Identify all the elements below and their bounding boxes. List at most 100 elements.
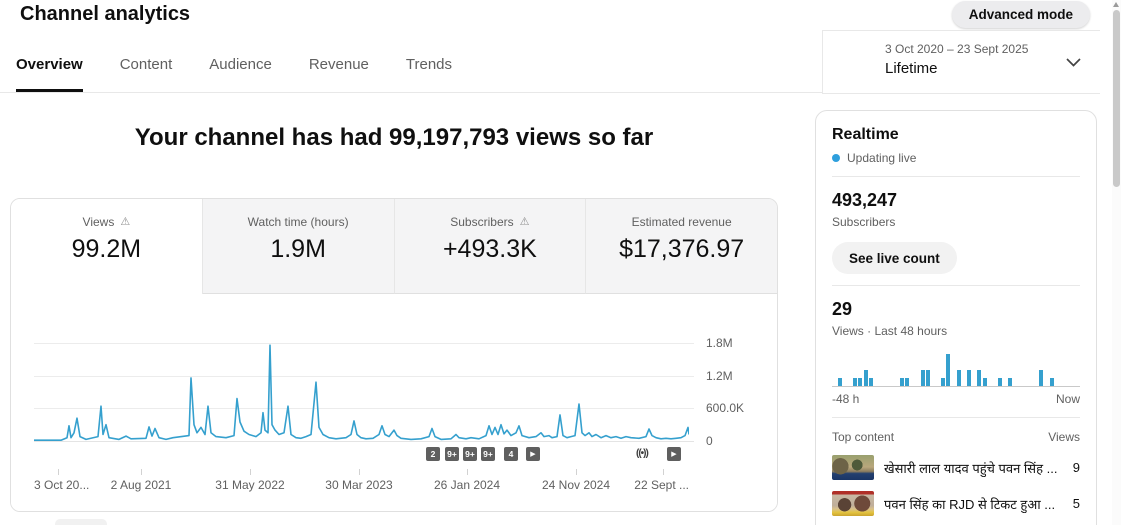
top-content-row[interactable]: पवन सिंह का RJD से टिकट हुआ ... 5: [832, 491, 1080, 516]
live-stream-marker-icon[interactable]: ((•)): [636, 448, 648, 459]
analytics-card: Views ⚠ 99.2M Watch time (hours) 1.9M Su…: [10, 198, 778, 512]
realtime-bar: [941, 378, 945, 386]
page-scrollbar[interactable]: [1112, 0, 1121, 525]
video-count-marker[interactable]: 4: [504, 447, 518, 461]
tab-bar: Overview Content Audience Revenue Trends: [0, 30, 822, 93]
live-dot-icon: [832, 154, 840, 162]
x-axis-label: 2 Aug 2021: [111, 478, 172, 492]
realtime-bar: [905, 378, 909, 386]
x-axis-tick-mark: [576, 469, 577, 475]
metric-tabs: Views ⚠ 99.2M Watch time (hours) 1.9M Su…: [11, 199, 777, 294]
video-thumbnail: [832, 491, 874, 516]
video-views: 9: [1073, 460, 1080, 475]
video-marker-play-icon[interactable]: ▶: [667, 447, 681, 461]
realtime-bar: [946, 354, 950, 386]
realtime-bar-slot: [1008, 378, 1013, 386]
tab-revenue[interactable]: Revenue: [309, 56, 369, 92]
realtime-axis-right: Now: [1056, 392, 1080, 406]
video-count-marker[interactable]: 9+: [463, 447, 477, 461]
video-count-marker[interactable]: 9+: [445, 447, 459, 461]
metric-value: +493.3K: [443, 235, 537, 264]
x-axis-label: 31 May 2022: [215, 478, 284, 492]
gridline: [34, 441, 694, 442]
realtime-bar: [900, 378, 904, 386]
metric-label: Subscribers: [450, 215, 513, 229]
date-range-picker[interactable]: 3 Oct 2020 – 23 Sept 2025 Lifetime: [822, 30, 1100, 94]
metric-value: 99.2M: [72, 235, 141, 264]
realtime-bar-slot: [925, 370, 930, 386]
video-count-marker[interactable]: 2: [426, 447, 440, 461]
realtime-bar-slot: [982, 378, 987, 386]
realtime-views-value: 29: [832, 299, 1080, 320]
realtime-bar: [864, 370, 868, 386]
y-axis-tick: 1.2M: [706, 369, 733, 383]
metric-label: Views: [83, 215, 115, 229]
top-content-header: Top content: [832, 430, 894, 444]
warning-icon[interactable]: ⚠: [120, 217, 130, 228]
video-count-marker[interactable]: 9+: [481, 447, 495, 461]
x-axis-label: 22 Sept ...: [634, 478, 689, 492]
realtime-bar: [869, 378, 873, 386]
date-preset-label: Lifetime: [885, 60, 938, 77]
see-live-count-button[interactable]: See live count: [832, 242, 957, 274]
views-line-svg: [34, 336, 689, 441]
realtime-bar: [957, 370, 961, 386]
x-axis-tick-mark: [250, 469, 251, 475]
realtime-bar: [926, 370, 930, 386]
channel-analytics-page: Channel analytics Advanced mode Overview…: [0, 0, 1121, 525]
metric-label: Estimated revenue: [632, 215, 732, 229]
scrollbar-thumb[interactable]: [1113, 10, 1120, 187]
warning-icon[interactable]: ⚠: [520, 217, 530, 228]
realtime-bar: [977, 370, 981, 386]
tab-content[interactable]: Content: [120, 56, 173, 92]
y-axis-tick: 1.8M: [706, 336, 733, 350]
realtime-bar: [921, 370, 925, 386]
metric-tab-estimated-revenue[interactable]: Estimated revenue $17,376.97: [586, 199, 777, 294]
realtime-bar: [1039, 370, 1043, 386]
tab-audience[interactable]: Audience: [209, 56, 272, 92]
realtime-bar-slot: [837, 378, 842, 386]
page-title: Channel analytics: [20, 3, 190, 26]
realtime-bar-slot: [868, 378, 873, 386]
realtime-bar-slot: [966, 370, 971, 386]
tab-overview[interactable]: Overview: [16, 56, 83, 92]
video-marker-play-icon[interactable]: ▶: [526, 447, 540, 461]
metric-value: $17,376.97: [619, 235, 744, 264]
realtime-subscribers-value: 493,247: [832, 190, 1080, 211]
views-line-chart: 1.8M 1.2M 600.0K 0 29+9+9+4▶((•))▶ 3 Oct…: [11, 294, 777, 512]
scroll-up-arrow-icon[interactable]: [1113, 2, 1119, 7]
tab-trends[interactable]: Trends: [406, 56, 452, 92]
metric-tab-subscribers[interactable]: Subscribers ⚠ +493.3K: [395, 199, 587, 294]
realtime-views-label: Views · Last 48 hours: [832, 324, 1080, 338]
metric-label: Watch time (hours): [248, 215, 349, 229]
metric-tab-watch-time[interactable]: Watch time (hours) 1.9M: [203, 199, 395, 294]
divider: [832, 285, 1080, 286]
realtime-bar-slot: [904, 378, 909, 386]
x-axis-tick-mark: [359, 469, 360, 475]
metric-tab-views[interactable]: Views ⚠ 99.2M: [11, 199, 203, 294]
realtime-axis-left: -48 h: [832, 392, 859, 406]
realtime-bar: [983, 378, 987, 386]
advanced-mode-button[interactable]: Advanced mode: [952, 1, 1090, 28]
divider: [832, 417, 1080, 418]
top-content-row[interactable]: खेसारी लाल यादव पहुंचे पवन सिंह ... 9: [832, 455, 1080, 480]
x-axis-label: 24 Nov 2024: [542, 478, 610, 492]
video-title: खेसारी लाल यादव पहुंचे पवन सिंह ...: [884, 459, 1063, 477]
date-range-text: 3 Oct 2020 – 23 Sept 2025: [885, 42, 1028, 56]
realtime-bar-slot: [946, 354, 951, 386]
x-axis-tick-mark: [467, 469, 468, 475]
top-content-views-header: Views: [1048, 430, 1080, 444]
x-axis-tick-mark: [58, 469, 59, 475]
partial-tooltip-pill: [55, 519, 107, 525]
realtime-bar: [998, 378, 1002, 386]
metric-value: 1.9M: [270, 235, 326, 264]
video-thumbnail: [832, 455, 874, 480]
realtime-bar-slot: [998, 378, 1003, 386]
video-views: 5: [1073, 496, 1080, 511]
realtime-bar: [838, 378, 842, 386]
x-axis-label: 26 Jan 2024: [434, 478, 500, 492]
realtime-bar-slot: [956, 370, 961, 386]
realtime-subscribers-label: Subscribers: [832, 215, 1080, 229]
realtime-title: Realtime: [832, 126, 1080, 144]
x-axis-tick-mark: [141, 469, 142, 475]
